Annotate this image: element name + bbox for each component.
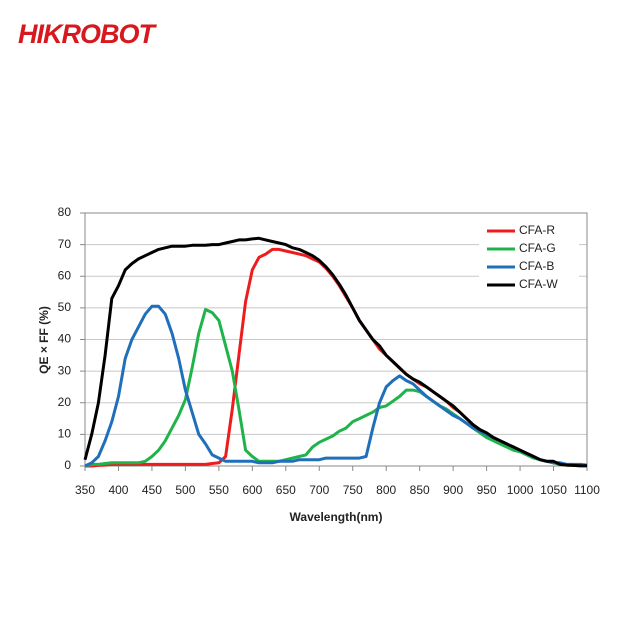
y-tick-label: 80	[58, 205, 72, 219]
x-tick-label: 850	[410, 483, 430, 497]
x-tick-label: 1100	[574, 483, 600, 497]
x-tick-label: 550	[209, 483, 229, 497]
x-tick-label: 950	[477, 483, 497, 497]
y-axis-label: QE × FF (%)	[37, 306, 51, 374]
x-tick-label: 650	[276, 483, 296, 497]
legend-label: CFA-R	[519, 223, 555, 237]
x-tick-label: 800	[376, 483, 396, 497]
series-line	[84, 304, 588, 468]
series-line	[83, 236, 587, 468]
legend-label: CFA-W	[519, 277, 558, 291]
y-tick-label: 40	[58, 332, 72, 346]
y-tick-label: 20	[58, 395, 72, 409]
x-tick-label: 400	[108, 483, 128, 497]
x-tick-label: 600	[242, 483, 262, 497]
legend-label: CFA-G	[519, 241, 556, 255]
x-tick-label: 1000	[507, 483, 534, 497]
series-line	[84, 308, 587, 468]
x-tick-label: 500	[175, 483, 195, 497]
x-tick-label: 450	[142, 483, 162, 497]
y-tick-label: 60	[58, 268, 72, 282]
y-tick-label: 0	[64, 458, 71, 472]
y-tick-label: 30	[58, 363, 72, 377]
x-axis-label: Wavelength(nm)	[290, 510, 383, 524]
x-tick-label: 350	[75, 483, 95, 497]
y-tick-label: 70	[58, 237, 72, 251]
plot-frame	[84, 212, 588, 467]
y-tick-label: 10	[58, 427, 72, 441]
y-tick-label: 50	[58, 300, 72, 314]
x-tick-label: 900	[443, 483, 463, 497]
x-tick-label: 750	[343, 483, 363, 497]
logo: HIKROBOT	[18, 19, 157, 49]
legend-label: CFA-B	[519, 259, 554, 273]
x-tick-label: 700	[309, 483, 329, 497]
x-tick-label: 1050	[540, 483, 567, 497]
